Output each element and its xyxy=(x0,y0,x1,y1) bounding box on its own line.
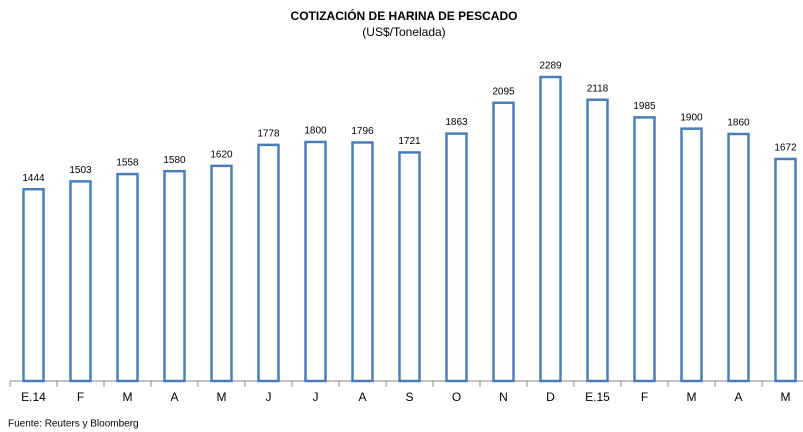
value-label: 1796 xyxy=(351,126,374,137)
source-note: Fuente: Reuters y Bloomberg xyxy=(8,419,139,430)
bar xyxy=(304,140,327,383)
x-tick-label: F xyxy=(641,390,648,404)
x-tick-label: M xyxy=(217,390,227,404)
x-tick-label: A xyxy=(734,390,742,404)
bar xyxy=(445,132,468,383)
x-tick-label: A xyxy=(358,390,366,404)
bar xyxy=(351,141,374,383)
bar xyxy=(680,127,703,383)
value-label: 2118 xyxy=(587,83,609,94)
x-tick-label: E.14 xyxy=(21,390,46,404)
x-tick-label: M xyxy=(687,390,697,404)
value-label: 1503 xyxy=(69,165,92,176)
value-label: 2095 xyxy=(492,86,515,97)
value-label: 1558 xyxy=(116,158,139,169)
value-label: 1721 xyxy=(398,136,421,147)
value-label: 1580 xyxy=(163,155,186,166)
value-label: 1672 xyxy=(774,143,797,154)
bar xyxy=(22,187,45,383)
value-label: 1863 xyxy=(445,117,468,128)
x-tick-label: O xyxy=(452,390,461,404)
bar xyxy=(727,132,750,383)
x-tick-label: D xyxy=(546,390,555,404)
bar xyxy=(586,98,609,383)
bar xyxy=(116,172,139,383)
value-label: 1800 xyxy=(304,126,327,137)
x-tick-label: S xyxy=(405,390,413,404)
value-label: 2289 xyxy=(539,61,562,72)
bar xyxy=(163,169,186,383)
x-tick-label: J xyxy=(266,390,272,404)
x-tick-label: F xyxy=(77,390,84,404)
bar xyxy=(774,157,797,383)
value-label: 1778 xyxy=(257,129,280,140)
x-tick-label: E.15 xyxy=(585,390,610,404)
x-tick-label: A xyxy=(170,390,178,404)
bar xyxy=(210,164,233,383)
chart-subtitle: (US$/Tonelada) xyxy=(362,25,445,39)
value-label: 1620 xyxy=(210,150,233,161)
x-tick-label: N xyxy=(499,390,508,404)
bar xyxy=(633,116,656,383)
value-label: 1985 xyxy=(633,101,656,112)
value-label: 1900 xyxy=(680,112,703,123)
chart-title: COTIZACIÓN DE HARINA DE PESCADO xyxy=(291,8,518,23)
bar xyxy=(398,151,421,383)
bar xyxy=(492,101,515,383)
bar xyxy=(257,143,280,383)
value-label: 1444 xyxy=(22,173,45,184)
value-label: 1860 xyxy=(727,118,750,129)
bar xyxy=(539,75,562,383)
x-tick-label: M xyxy=(123,390,133,404)
x-tick-label: J xyxy=(313,390,319,404)
bar xyxy=(69,180,92,383)
x-tick-label: M xyxy=(781,390,791,404)
